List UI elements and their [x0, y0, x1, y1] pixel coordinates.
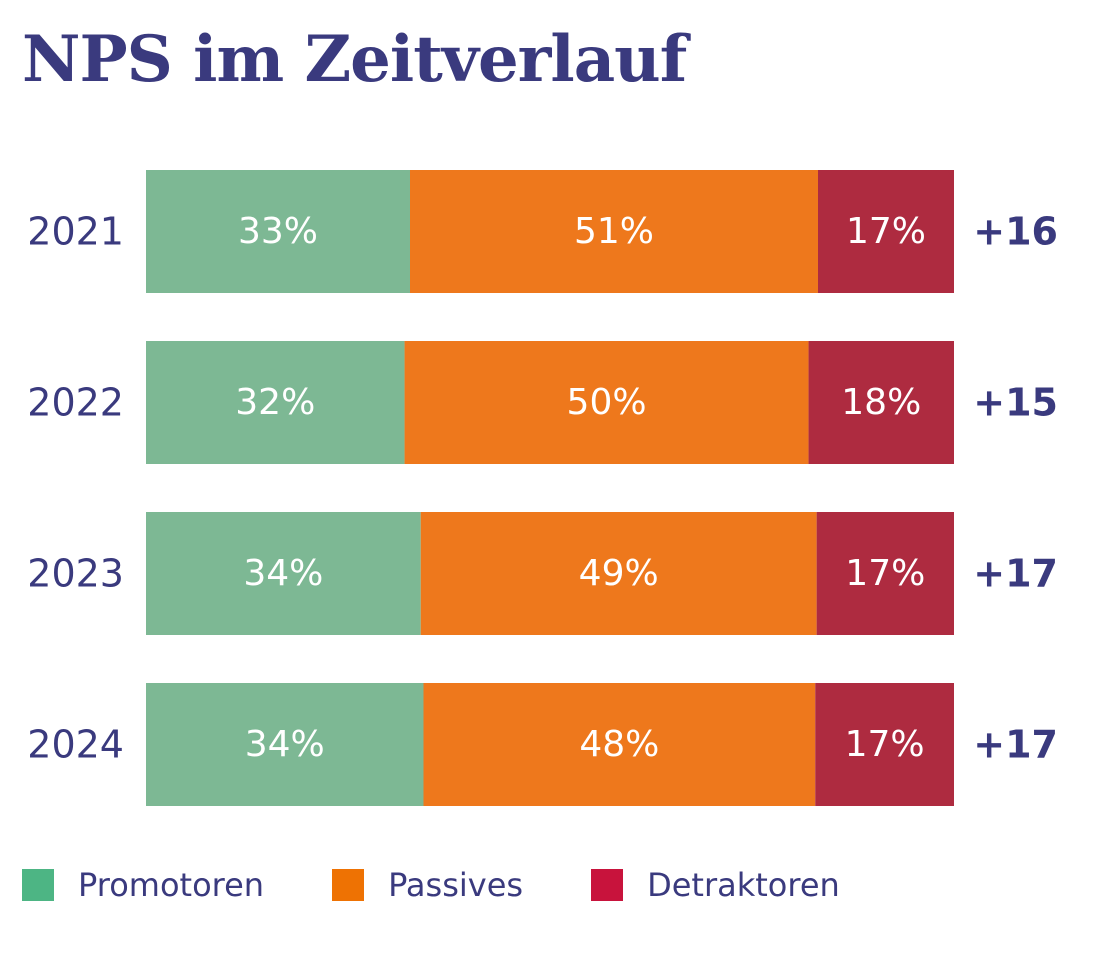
- legend-label-promotoren: Promotoren: [78, 866, 265, 904]
- nps-score-label: +17: [973, 723, 1058, 767]
- bar-passives: [420, 512, 817, 635]
- nps-score-label: +16: [973, 210, 1058, 254]
- data-label-detraktoren: 17%: [846, 211, 926, 252]
- bar-passives: [404, 341, 809, 464]
- data-label-passives: 49%: [579, 553, 659, 594]
- data-label-promotoren: 33%: [238, 211, 318, 252]
- data-label-detraktoren: 17%: [845, 553, 925, 594]
- bar-passives: [423, 683, 816, 806]
- bar-detraktoren: [808, 341, 954, 464]
- bar-detraktoren: [816, 512, 954, 635]
- legend-swatch-promotoren: [22, 869, 54, 901]
- legend-item-detraktoren: Detraktoren: [591, 866, 840, 904]
- data-label-passives: 48%: [579, 724, 659, 765]
- bar-promotoren: [146, 683, 424, 806]
- nps-score-label: +15: [973, 381, 1058, 425]
- data-label-promotoren: 34%: [245, 724, 325, 765]
- bar-promotoren: [146, 341, 405, 464]
- bar-promotoren: [146, 170, 410, 293]
- data-label-passives: 51%: [574, 211, 654, 252]
- legend-swatch-passives: [332, 869, 365, 901]
- category-label: 2024: [27, 723, 124, 767]
- legend-swatch-detraktoren: [591, 869, 624, 901]
- data-label-promotoren: 32%: [235, 382, 315, 423]
- legend: Promotoren Passives Detraktoren: [22, 866, 840, 904]
- nps-score-label: +17: [973, 552, 1058, 596]
- bar-promotoren: [146, 512, 421, 635]
- chart-title: NPS im Zeitverlauf: [22, 22, 687, 97]
- legend-label-detraktoren: Detraktoren: [647, 866, 840, 904]
- data-label-detraktoren: 18%: [841, 382, 921, 423]
- category-label: 2021: [27, 210, 124, 254]
- data-label-detraktoren: 17%: [845, 724, 925, 765]
- category-label: 2022: [27, 381, 124, 425]
- legend-item-passives: Passives: [332, 866, 523, 904]
- legend-label-passives: Passives: [388, 866, 524, 904]
- bar-detraktoren: [815, 683, 954, 806]
- data-label-promotoren: 34%: [243, 553, 323, 594]
- bar-passives: [410, 170, 818, 293]
- data-label-passives: 50%: [567, 382, 647, 423]
- category-label: 2023: [27, 552, 124, 596]
- bar-detraktoren: [818, 170, 954, 293]
- legend-item-promotoren: Promotoren: [22, 866, 264, 904]
